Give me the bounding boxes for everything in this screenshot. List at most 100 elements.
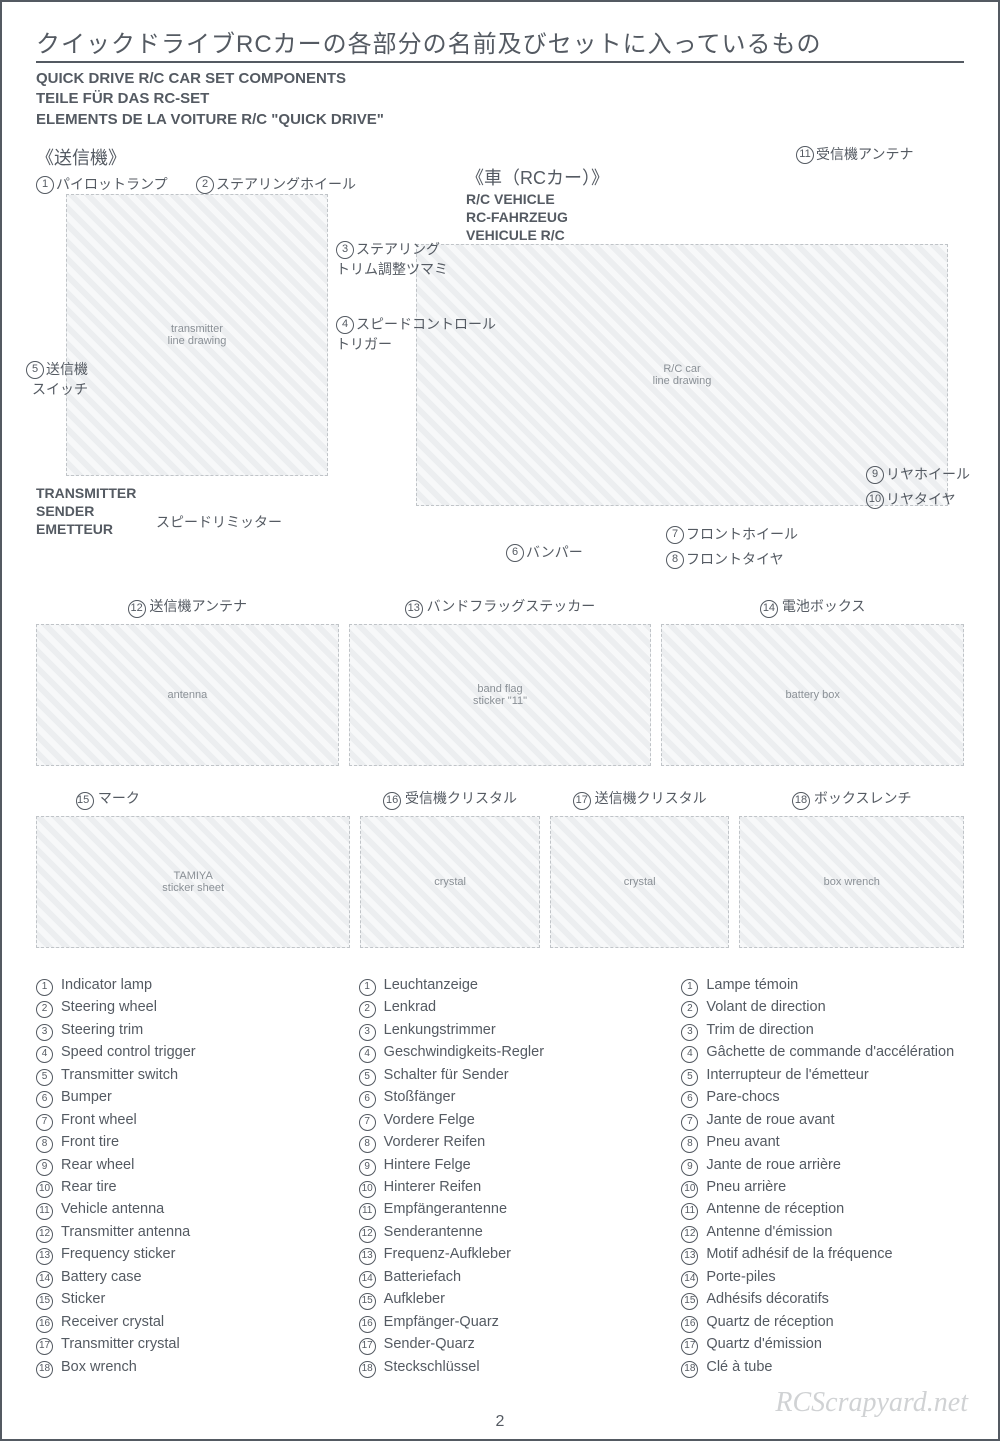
callout-4: 4スピードコントロール トリガー xyxy=(336,314,496,354)
legend-text: Indicator lamp xyxy=(61,974,152,996)
legend-text: Pneu avant xyxy=(706,1131,779,1153)
page-number: 2 xyxy=(2,1413,998,1431)
legend-row: 6Stoßfänger xyxy=(359,1086,642,1108)
legend-row: 18Steckschlüssel xyxy=(359,1356,642,1378)
legend-text: Jante de roue avant xyxy=(706,1109,834,1131)
legend-text: Bumper xyxy=(61,1086,112,1108)
legend-row: 5Transmitter switch xyxy=(36,1064,319,1086)
legend-number: 4 xyxy=(36,1046,53,1063)
legend-row: 3Trim de direction xyxy=(681,1019,964,1041)
legend-row: 5Interrupteur de l'émetteur xyxy=(681,1064,964,1086)
part-14: 14 電池ボックス battery box xyxy=(661,596,964,766)
legend-text: Transmitter crystal xyxy=(61,1333,180,1355)
legend-number: 5 xyxy=(681,1069,698,1086)
legend-row: 9Hintere Felge xyxy=(359,1154,642,1176)
legend-text: Sticker xyxy=(61,1288,105,1310)
legend-row: 16 Empfänger-Quarz xyxy=(359,1311,642,1333)
flag-sticker-illustration: band flagsticker "11" xyxy=(349,624,652,766)
legend-text: Empfänger-Quarz xyxy=(384,1311,499,1333)
legend-number: 3 xyxy=(681,1024,698,1041)
legend-number: 6 xyxy=(36,1091,53,1108)
legend-number: 4 xyxy=(359,1046,376,1063)
legend-text: Hintere Felge xyxy=(384,1154,471,1176)
legend-text: Gâchette de commande d'accélération xyxy=(706,1041,954,1063)
legend-number: 5 xyxy=(359,1069,376,1086)
legend-number: 12 xyxy=(681,1226,698,1243)
legend-row: 6Pare-chocs xyxy=(681,1086,964,1108)
speed-limiter-label: スピードリミッター xyxy=(156,512,282,532)
legend-text: Vordere Felge xyxy=(384,1109,475,1131)
callout-5: 5送信機 スイッチ xyxy=(26,359,88,399)
legend-row: 11Empfängerantenne xyxy=(359,1198,642,1220)
legend-row: 16Receiver crystal xyxy=(36,1311,319,1333)
manual-page: クイックドライブRCカーの各部分の名前及びセットに入っているもの QUICK D… xyxy=(0,0,1000,1441)
legend-row: 11Antenne de réception xyxy=(681,1198,964,1220)
legend-number: 2 xyxy=(359,1001,376,1018)
legend-row: 4 Speed control trigger xyxy=(36,1041,319,1063)
title-jp: クイックドライブRCカーの各部分の名前及びセットに入っているもの xyxy=(36,24,964,59)
legend-row: 1Indicator lamp xyxy=(36,974,319,996)
callout-2: 2ステアリングホイール xyxy=(196,174,356,194)
legend-text: Pare-chocs xyxy=(706,1086,779,1108)
legend-number: 16 xyxy=(359,1316,376,1333)
legend-number: 17 xyxy=(36,1338,53,1355)
legend-number: 10 xyxy=(36,1181,53,1198)
legend-number: 10 xyxy=(359,1181,376,1198)
legend-text: Transmitter antenna xyxy=(61,1221,190,1243)
title-de: TEILE FÜR DAS RC-SET xyxy=(36,89,964,109)
legend-row: 14Battery case xyxy=(36,1266,319,1288)
legend-row: 4Gâchette de commande d'accélération xyxy=(681,1041,964,1063)
title-en: QUICK DRIVE R/C CAR SET COMPONENTS xyxy=(36,69,964,89)
tx-crystal-illustration: crystal xyxy=(550,816,730,948)
legend-text: Batteriefach xyxy=(384,1266,461,1288)
legend-text: Lenkrad xyxy=(384,996,436,1018)
legend-row: 11Vehicle antenna xyxy=(36,1198,319,1220)
legend-number: 15 xyxy=(681,1293,698,1310)
part-18: 18 ボックスレンチ box wrench xyxy=(739,788,964,948)
legend-row: 18Clé à tube xyxy=(681,1356,964,1378)
legend-text: Front wheel xyxy=(61,1109,137,1131)
legend-row: 3Lenkungstrimmer xyxy=(359,1019,642,1041)
legend-row: 8Front tire xyxy=(36,1131,319,1153)
legend-row: 8Vorderer Reifen xyxy=(359,1131,642,1153)
legend-text: Jante de roue arrière xyxy=(706,1154,841,1176)
legend-text: Vehicle antenna xyxy=(61,1198,164,1220)
transmitter-illustration: transmitterline drawing xyxy=(66,194,328,476)
legend-text: Frequency sticker xyxy=(61,1243,175,1265)
legend-row: 10Rear tire xyxy=(36,1176,319,1198)
legend-number: 6 xyxy=(359,1091,376,1108)
legend-row: 4Geschwindigkeits-Regler xyxy=(359,1041,642,1063)
legend-row: 16Quartz de réception xyxy=(681,1311,964,1333)
legend-row: 14Batteriefach xyxy=(359,1266,642,1288)
legend-row: 10Hinterer Reifen xyxy=(359,1176,642,1198)
legend-text: Antenne d'émission xyxy=(706,1221,832,1243)
legend-number: 1 xyxy=(681,979,698,996)
legend-row: 14Porte-piles xyxy=(681,1266,964,1288)
legend-text: Empfängerantenne xyxy=(384,1198,507,1220)
callout-9: 9リヤホイール xyxy=(866,464,970,484)
legend-en: 1Indicator lamp2Steering wheel3Steering … xyxy=(36,974,319,1378)
legend-row: 2Volant de direction xyxy=(681,996,964,1018)
legend-text: Frequenz-Aufkleber xyxy=(384,1243,511,1265)
part-13: 13 バンドフラッグステッカー band flagsticker "11" xyxy=(349,596,652,766)
legend-row: 9Jante de roue arrière xyxy=(681,1154,964,1176)
legend-number: 12 xyxy=(36,1226,53,1243)
legend-number: 2 xyxy=(681,1001,698,1018)
legend-row: 12 Antenne d'émission xyxy=(681,1221,964,1243)
legend-number: 8 xyxy=(359,1136,376,1153)
parts-row-1: 12 送信機アンテナ antenna 13 バンドフラッグステッカー band … xyxy=(36,596,964,766)
legend-text: Speed control trigger xyxy=(61,1041,196,1063)
legend-text: Adhésifs décoratifs xyxy=(706,1288,829,1310)
legend-row: 13Frequenz-Aufkleber xyxy=(359,1243,642,1265)
legend-number: 18 xyxy=(359,1361,376,1378)
legend-row: 2Steering wheel xyxy=(36,996,319,1018)
legend-row: 10Pneu arrière xyxy=(681,1176,964,1198)
legend-row: 7Jante de roue avant xyxy=(681,1109,964,1131)
legend-row: 7Vordere Felge xyxy=(359,1109,642,1131)
callout-7: 7フロントホイール xyxy=(666,524,798,544)
battery-box-illustration: battery box xyxy=(661,624,964,766)
legend-text: Steering wheel xyxy=(61,996,157,1018)
legend-text: Lenkungstrimmer xyxy=(384,1019,496,1041)
legend-text: Leuchtanzeige xyxy=(384,974,478,996)
callout-10: 10リヤタイヤ xyxy=(866,489,956,509)
